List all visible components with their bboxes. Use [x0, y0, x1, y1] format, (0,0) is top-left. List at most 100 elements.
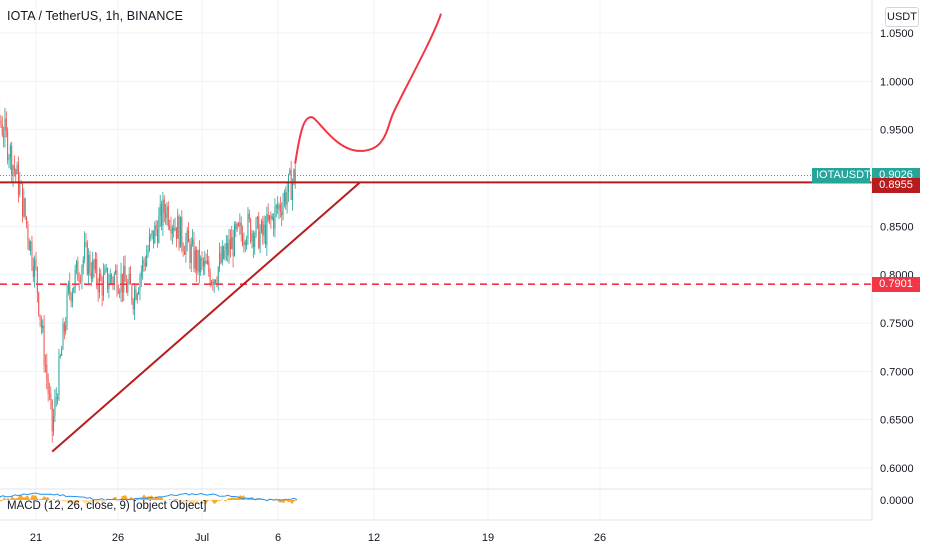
candle-up	[269, 215, 271, 221]
candle-up	[113, 273, 115, 284]
candle-down	[1, 124, 3, 136]
candle-down	[70, 293, 72, 302]
candle-up	[128, 273, 130, 284]
candle-up	[217, 267, 219, 284]
candle-up	[186, 230, 188, 242]
candle-down	[223, 246, 225, 259]
candle-up	[23, 198, 25, 217]
candle-down	[3, 135, 5, 138]
candle-up	[171, 227, 173, 234]
time-tick-label: 6	[275, 532, 281, 544]
time-axis[interactable]: 21 26 Jul 6 12 19 26	[0, 519, 872, 544]
candle-down	[229, 239, 231, 250]
candle-down	[250, 219, 252, 242]
price-tick-label: 0.9500	[880, 125, 914, 137]
candle-up	[59, 355, 61, 357]
candle-down	[77, 261, 79, 281]
candle-down	[44, 364, 46, 366]
candle-up	[243, 241, 245, 245]
price-tick-label: 0.6500	[880, 415, 914, 427]
candle-up	[231, 237, 233, 250]
candle-up	[105, 267, 107, 270]
candle-up	[260, 220, 262, 232]
candle-down	[157, 229, 158, 243]
time-tick-label: 26	[112, 532, 124, 544]
drawings-layer[interactable]	[0, 13, 872, 453]
candle-up	[42, 325, 44, 329]
candle-up	[54, 398, 56, 417]
candle-down	[26, 216, 28, 225]
candle-up	[190, 244, 192, 264]
candle-down	[13, 165, 15, 170]
candle-down	[38, 292, 40, 315]
candles-layer	[0, 101, 296, 443]
candle-up	[266, 214, 268, 245]
currency-button[interactable]: USDT	[885, 7, 919, 27]
macd-signal-line	[0, 492, 298, 502]
candle-down	[101, 280, 103, 296]
price-axis[interactable]: 1.05001.00000.95000.85000.80000.75000.70…	[871, 0, 914, 520]
candle-down	[208, 260, 210, 273]
candle-up	[98, 273, 100, 293]
candle-down	[144, 262, 146, 267]
candle-up	[109, 274, 111, 285]
candle-down	[205, 260, 207, 264]
candle-down	[15, 169, 17, 175]
candle-down	[111, 274, 113, 280]
candle-down	[178, 216, 180, 248]
candle-down	[212, 281, 214, 286]
candle-down	[0, 120, 2, 125]
candle-down	[258, 216, 260, 249]
candle-down	[277, 205, 279, 210]
candle-up	[263, 224, 265, 236]
candle-down	[124, 265, 126, 282]
candle-up	[139, 276, 141, 291]
candle-up	[146, 255, 148, 267]
candle-down	[170, 228, 172, 234]
candle-down	[262, 220, 264, 236]
candle-down	[161, 204, 163, 226]
candle-down	[132, 301, 134, 309]
price-tick-label: 0.7000	[880, 366, 914, 378]
candle-up	[211, 281, 212, 285]
candle-up	[239, 222, 241, 226]
candle-up	[213, 280, 215, 286]
candle-down	[182, 245, 184, 252]
candle-up	[225, 243, 227, 251]
projection-path[interactable]	[294, 13, 442, 164]
candle-up	[255, 219, 257, 237]
candle-up	[104, 269, 106, 275]
candle-up	[177, 216, 179, 239]
candle-up	[58, 356, 60, 400]
candle-up	[159, 204, 161, 217]
candle-up	[34, 259, 36, 277]
candle-up	[119, 291, 121, 294]
candle-down	[220, 253, 222, 263]
candle-down	[7, 130, 9, 161]
candle-up	[282, 202, 284, 216]
candle-up	[251, 233, 253, 242]
price-tick-label: 1.0500	[880, 28, 914, 40]
candle-down	[46, 364, 48, 380]
candle-up	[53, 416, 55, 432]
candle-down	[40, 319, 42, 329]
candle-up	[204, 260, 206, 267]
candle-up	[138, 290, 140, 294]
symbol-title[interactable]: IOTA / TetherUS, 1h, BINANCE	[7, 9, 184, 23]
candle-down	[244, 241, 246, 245]
candle-up	[289, 169, 291, 175]
candle-up	[179, 216, 181, 248]
candle-up	[120, 273, 122, 292]
macd-indicator-label[interactable]: MACD (12, 26, close, 9) [object Object]	[7, 500, 207, 512]
candle-down	[89, 255, 91, 273]
candle-up	[55, 397, 57, 399]
candle-up	[81, 267, 83, 281]
candle-up	[185, 241, 187, 255]
price-tick-label: 0.8500	[880, 221, 914, 233]
candle-down	[93, 260, 95, 270]
trendline[interactable]	[51, 181, 361, 453]
candle-down	[188, 230, 190, 243]
candle-up	[256, 216, 258, 220]
